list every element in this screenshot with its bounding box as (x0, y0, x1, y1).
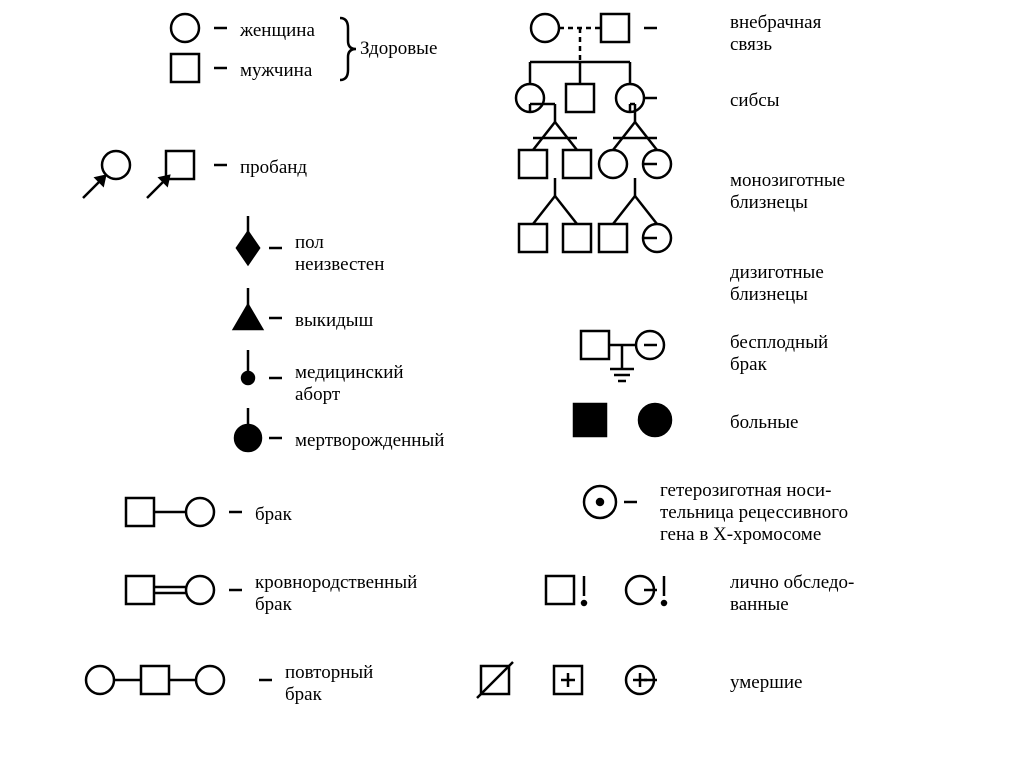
pedigree-legend-diagram (0, 0, 1024, 767)
sibs-label: сибсы (730, 90, 779, 112)
het_carrier-label: гетерозиготная носи- тельница рецессивно… (660, 480, 848, 546)
marriage-label: брак (255, 504, 292, 526)
remarriage-label: повторный брак (285, 662, 373, 706)
sterile-label: бесплодный брак (730, 332, 828, 376)
examined-label: лично обследо- ванные (730, 572, 854, 616)
deceased-label: умершие (730, 672, 802, 694)
sex_unknown-label: пол неизвестен (295, 232, 384, 276)
stillborn-label: мертворожденный (295, 430, 444, 452)
med_abort-label: медицинский аборт (295, 362, 404, 406)
consang-label: кровнородственный брак (255, 572, 417, 616)
healthy_group-label: Здоровые (360, 38, 437, 60)
dz_twins-label: дизиготные близнецы (730, 262, 824, 306)
male-label: мужчина (240, 60, 312, 82)
miscarriage-label: выкидыш (295, 310, 373, 332)
mz_twins-label: монозиготные близнецы (730, 170, 845, 214)
proband-label: пробанд (240, 157, 307, 179)
extramarital-label: внебрачная связь (730, 12, 821, 56)
affected-label: больные (730, 412, 798, 434)
female-label: женщина (240, 20, 315, 42)
